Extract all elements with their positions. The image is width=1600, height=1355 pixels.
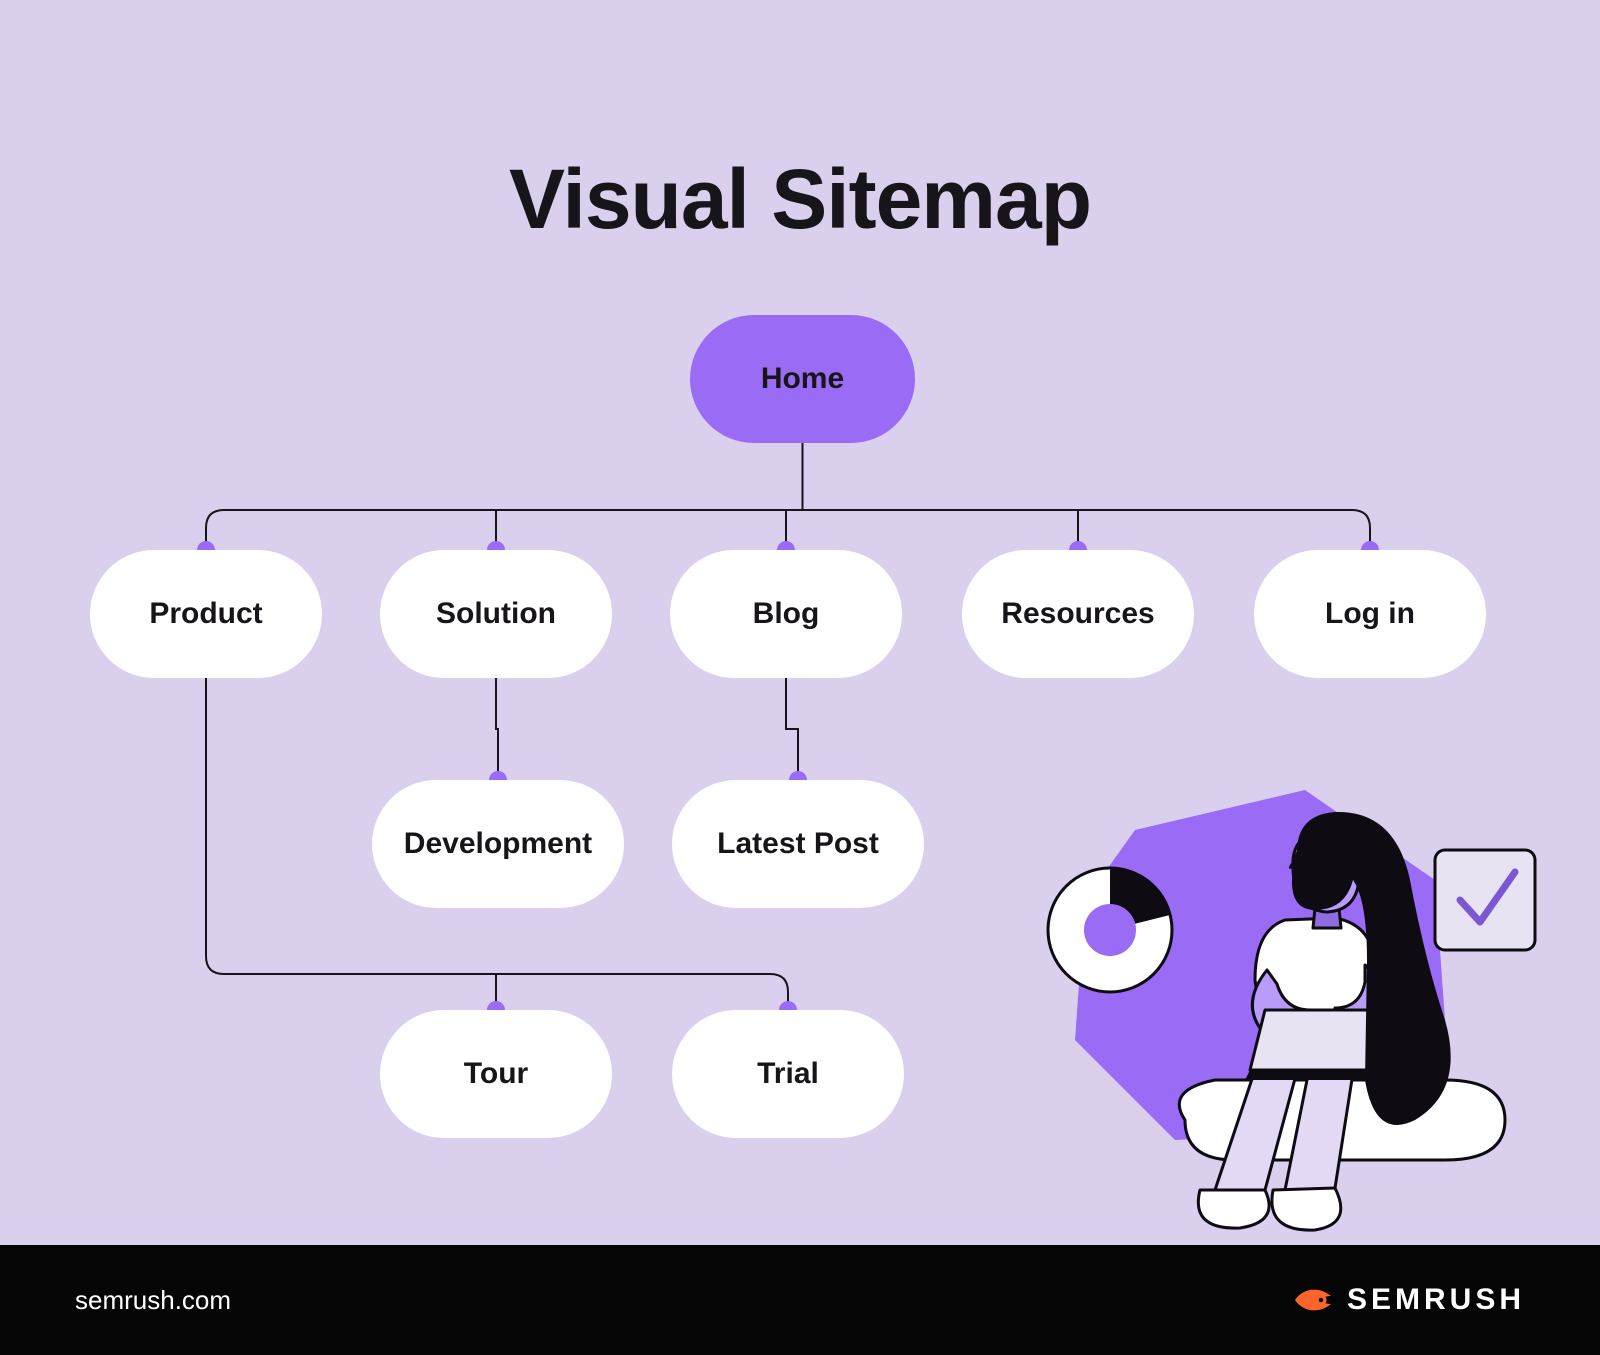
footer-bar: semrush.com SEMRUSH [0,1245,1600,1355]
node-login: Log in [1254,550,1486,678]
infographic-canvas: Visual Sitemap Home Product Solution Blog Re… [0,0,1600,1355]
footer-brand-text: SEMRUSH [1347,1283,1525,1317]
node-blog: Blog [670,550,902,678]
page-title: Visual Sitemap [0,151,1600,248]
node-resources: Resources [962,550,1194,678]
node-tour: Tour [380,1010,612,1138]
footer-url: semrush.com [75,1285,231,1316]
node-latestpost: Latest Post [672,780,924,908]
footer-brand: SEMRUSH [1291,1278,1525,1322]
node-home: Home [690,315,915,443]
node-product: Product [90,550,322,678]
node-development: Development [372,780,624,908]
node-solution: Solution [380,550,612,678]
node-trial: Trial [672,1010,904,1138]
semrush-flame-icon [1291,1278,1335,1322]
person-illustration [1015,760,1545,1240]
